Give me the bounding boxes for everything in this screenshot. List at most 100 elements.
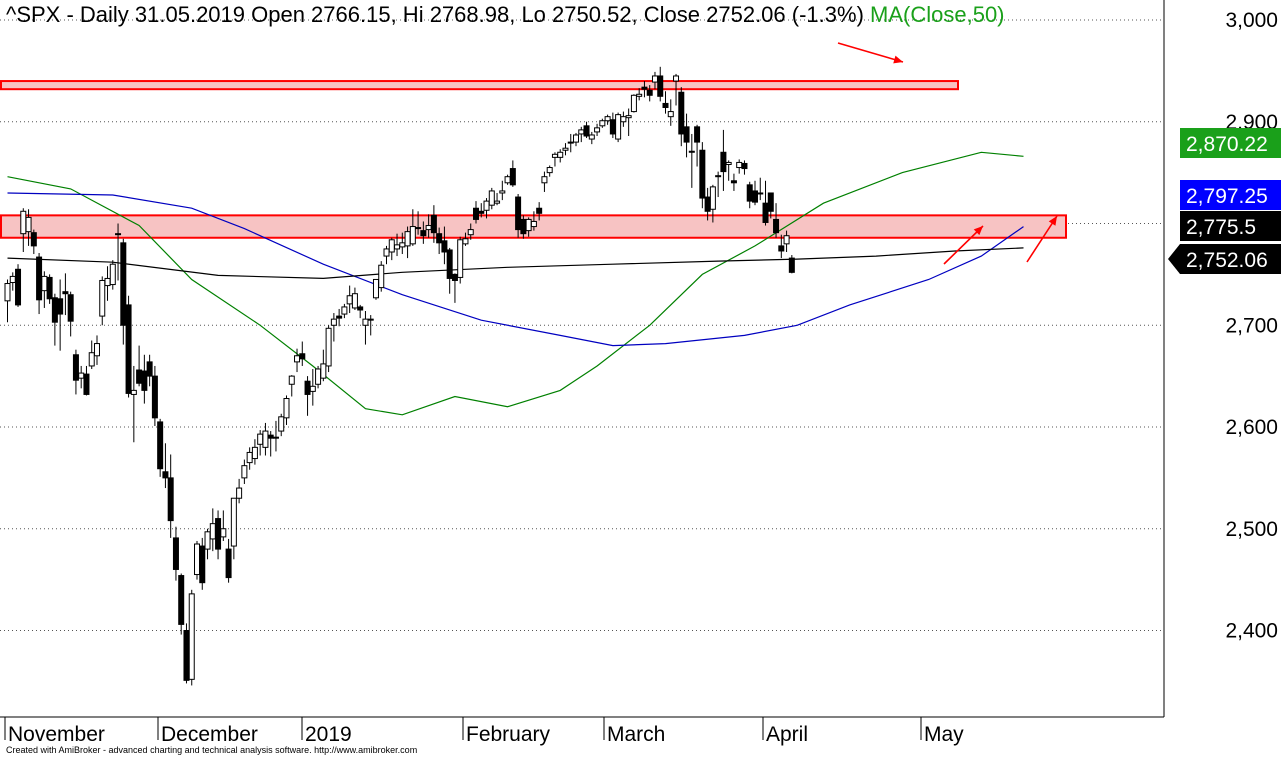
candle bbox=[236, 478, 243, 504]
candle-body bbox=[157, 421, 164, 470]
x-month-label: April bbox=[766, 723, 808, 746]
candle bbox=[530, 211, 537, 231]
candle bbox=[20, 208, 27, 252]
candle-body bbox=[599, 120, 606, 127]
candle-body bbox=[588, 134, 595, 140]
candle bbox=[330, 313, 337, 342]
candle-body bbox=[183, 630, 190, 681]
candle-body bbox=[562, 147, 569, 151]
candle-body bbox=[320, 363, 327, 379]
annotation-arrowhead bbox=[973, 226, 983, 236]
candle bbox=[30, 229, 37, 255]
candle bbox=[715, 171, 722, 198]
candle-body bbox=[462, 238, 469, 245]
candle-body bbox=[525, 218, 532, 232]
candle-body bbox=[378, 264, 385, 289]
candle bbox=[357, 304, 364, 319]
candle bbox=[578, 126, 585, 143]
candle-body bbox=[573, 134, 580, 143]
value-badge-bg bbox=[1180, 128, 1281, 158]
candle bbox=[62, 273, 69, 316]
candle-body bbox=[673, 75, 680, 82]
resistance-zone bbox=[0, 80, 959, 91]
candle-body bbox=[57, 298, 64, 315]
candle-body bbox=[288, 375, 295, 385]
candle bbox=[15, 264, 22, 307]
x-month-label: March bbox=[607, 723, 665, 746]
candle-body bbox=[325, 327, 332, 367]
candle-body bbox=[578, 129, 585, 135]
candle bbox=[283, 395, 290, 425]
candle-body bbox=[557, 151, 564, 158]
candle-body bbox=[136, 369, 143, 384]
candle-body bbox=[267, 434, 274, 439]
candle-body bbox=[304, 380, 311, 395]
candle-body bbox=[551, 153, 558, 158]
candle bbox=[351, 287, 358, 310]
candle-body bbox=[162, 471, 169, 479]
candle bbox=[178, 573, 185, 635]
candle-body bbox=[715, 175, 722, 178]
candle bbox=[204, 528, 211, 560]
candle bbox=[136, 345, 143, 387]
candle-body bbox=[172, 537, 179, 570]
candle-body bbox=[625, 115, 632, 119]
candle bbox=[157, 418, 164, 477]
candle bbox=[415, 211, 422, 235]
candle-body bbox=[762, 202, 769, 223]
candle-body bbox=[415, 227, 422, 230]
candle bbox=[146, 354, 153, 387]
candle bbox=[762, 180, 769, 226]
candle-body bbox=[30, 232, 37, 247]
ma-legend-label: MA(Close,50) bbox=[870, 2, 1005, 27]
candle bbox=[636, 88, 643, 101]
candle-body bbox=[683, 126, 690, 143]
candle-body bbox=[478, 210, 485, 214]
candle bbox=[594, 123, 601, 136]
annotation-arrow bbox=[1026, 215, 1058, 263]
candle bbox=[336, 308, 343, 327]
candle bbox=[699, 142, 706, 209]
candle bbox=[315, 365, 322, 389]
candle-body bbox=[346, 295, 353, 305]
candle bbox=[783, 230, 790, 252]
candle bbox=[678, 87, 685, 147]
candle-body bbox=[88, 352, 95, 367]
price-badge-bg bbox=[1168, 244, 1281, 274]
candle bbox=[88, 340, 95, 370]
candle-body bbox=[41, 275, 48, 292]
candle bbox=[362, 311, 369, 345]
y-tick-label: 2,500 bbox=[1225, 518, 1278, 541]
candle-body bbox=[436, 233, 443, 244]
candle-body bbox=[467, 229, 474, 236]
candle bbox=[25, 209, 32, 246]
candle-body bbox=[404, 231, 411, 247]
candle-body bbox=[646, 89, 653, 96]
candle bbox=[736, 159, 743, 174]
candle bbox=[620, 111, 627, 127]
candle bbox=[272, 420, 279, 452]
footer-credit: Created with AmiBroker - advanced charti… bbox=[6, 745, 418, 755]
candle bbox=[141, 354, 148, 404]
candle bbox=[309, 369, 316, 406]
value-badge-bg bbox=[1180, 211, 1281, 241]
candle bbox=[483, 198, 490, 219]
candle-body bbox=[51, 297, 58, 323]
candle-body bbox=[399, 242, 406, 248]
candle-body bbox=[199, 545, 206, 584]
candle-body bbox=[546, 167, 553, 174]
candle bbox=[9, 272, 16, 291]
candle-body bbox=[215, 518, 222, 550]
candle-body bbox=[520, 218, 527, 235]
candle bbox=[615, 112, 622, 143]
value-badge-text: 2,752.06 bbox=[1186, 249, 1268, 272]
candle bbox=[78, 365, 85, 389]
candle bbox=[104, 266, 111, 301]
candle bbox=[199, 537, 206, 590]
candle-body bbox=[515, 196, 522, 231]
candle bbox=[709, 184, 716, 223]
candle bbox=[667, 99, 674, 126]
candle bbox=[409, 209, 416, 246]
candle bbox=[278, 413, 285, 437]
